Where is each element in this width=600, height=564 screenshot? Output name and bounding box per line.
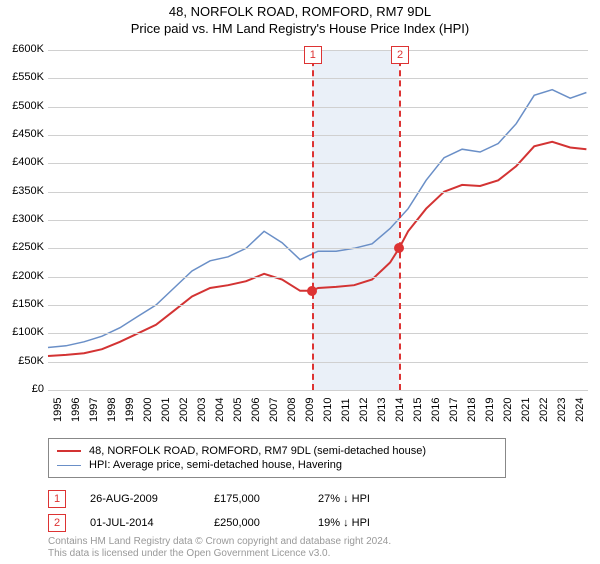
y-axis-tick: £400K <box>0 156 48 168</box>
x-axis-tick: 2009 <box>304 398 316 422</box>
x-axis-tick: 2014 <box>394 398 406 422</box>
event-row: 2 01-JUL-2014 £250,000 19% ↓ HPI <box>48 514 370 532</box>
gridline <box>48 305 588 306</box>
gridline <box>48 333 588 334</box>
y-axis-tick: £350K <box>0 185 48 197</box>
x-axis-tick: 2004 <box>214 398 226 422</box>
x-axis-tick: 2012 <box>358 398 370 422</box>
x-axis-tick: 2017 <box>448 398 460 422</box>
event-date: 01-JUL-2014 <box>90 517 190 529</box>
x-axis-tick: 2003 <box>196 398 208 422</box>
x-axis-tick: 2020 <box>502 398 514 422</box>
x-axis-tick: 2008 <box>286 398 298 422</box>
gridline <box>48 362 588 363</box>
event-price: £250,000 <box>214 517 294 529</box>
y-axis-tick: £0 <box>0 383 48 395</box>
x-axis-tick: 2024 <box>574 398 586 422</box>
y-axis-tick: £50K <box>0 355 48 367</box>
x-axis-tick: 2023 <box>556 398 568 422</box>
y-axis-tick: £500K <box>0 100 48 112</box>
gridline <box>48 277 588 278</box>
y-axis-tick: £600K <box>0 43 48 55</box>
x-axis-tick: 2010 <box>322 398 334 422</box>
attribution-text: Contains HM Land Registry data © Crown c… <box>48 536 391 560</box>
event-table: 1 26-AUG-2009 £175,000 27% ↓ HPI 2 01-JUL-201… <box>48 484 370 538</box>
x-axis-tick: 2018 <box>466 398 478 422</box>
marker-line-2 <box>399 50 401 390</box>
x-axis-tick: 2000 <box>142 398 154 422</box>
gridline <box>48 192 588 193</box>
x-axis-tick: 2019 <box>484 398 496 422</box>
marker-box-2: 2 <box>391 46 409 64</box>
x-axis-tick: 2006 <box>250 398 262 422</box>
legend-row: 48, NORFOLK ROAD, ROMFORD, RM7 9DL (semi… <box>57 445 497 457</box>
gridline <box>48 78 588 79</box>
event-delta: 19% ↓ HPI <box>318 517 370 529</box>
marker-box-1: 1 <box>304 46 322 64</box>
series-hpi <box>48 90 586 348</box>
event-delta: 27% ↓ HPI <box>318 493 370 505</box>
x-axis-tick: 1998 <box>106 398 118 422</box>
x-axis-tick: 2013 <box>376 398 388 422</box>
marker-dot-1 <box>307 286 317 296</box>
chart-title-line1: 48, NORFOLK ROAD, ROMFORD, RM7 9DL <box>0 4 600 19</box>
y-axis-tick: £450K <box>0 128 48 140</box>
y-axis-tick: £200K <box>0 270 48 282</box>
event-marker: 1 <box>48 490 66 508</box>
x-axis-tick: 2022 <box>538 398 550 422</box>
legend-label: HPI: Average price, semi-detached house,… <box>89 459 342 471</box>
x-axis-tick: 2021 <box>520 398 532 422</box>
gridline <box>48 248 588 249</box>
event-date: 26-AUG-2009 <box>90 493 190 505</box>
chart-legend: 48, NORFOLK ROAD, ROMFORD, RM7 9DL (semi… <box>48 438 506 478</box>
y-axis-tick: £300K <box>0 213 48 225</box>
x-axis-tick: 2002 <box>178 398 190 422</box>
legend-label: 48, NORFOLK ROAD, ROMFORD, RM7 9DL (semi… <box>89 445 426 457</box>
event-marker: 2 <box>48 514 66 532</box>
gridline <box>48 163 588 164</box>
marker-line-1 <box>312 50 314 390</box>
event-row: 1 26-AUG-2009 £175,000 27% ↓ HPI <box>48 490 370 508</box>
gridline <box>48 220 588 221</box>
x-axis-tick: 2016 <box>430 398 442 422</box>
chart-title-line2: Price paid vs. HM Land Registry's House … <box>0 21 600 36</box>
legend-swatch <box>57 465 81 466</box>
gridline <box>48 135 588 136</box>
y-axis-tick: £550K <box>0 71 48 83</box>
legend-row: HPI: Average price, semi-detached house,… <box>57 459 497 471</box>
x-axis-tick: 2011 <box>340 398 352 422</box>
event-price: £175,000 <box>214 493 294 505</box>
gridline <box>48 390 588 391</box>
y-axis-tick: £150K <box>0 298 48 310</box>
gridline <box>48 107 588 108</box>
x-axis-tick: 1999 <box>124 398 136 422</box>
legend-swatch <box>57 450 81 452</box>
x-axis-tick: 1996 <box>70 398 82 422</box>
y-axis-tick: £100K <box>0 326 48 338</box>
y-axis-tick: £250K <box>0 241 48 253</box>
x-axis-tick: 1995 <box>52 398 64 422</box>
x-axis-tick: 2007 <box>268 398 280 422</box>
x-axis-tick: 2005 <box>232 398 244 422</box>
x-axis-tick: 2001 <box>160 398 172 422</box>
x-axis-tick: 1997 <box>88 398 100 422</box>
x-axis-tick: 2015 <box>412 398 424 422</box>
chart-plot-area: 12 <box>48 50 588 391</box>
